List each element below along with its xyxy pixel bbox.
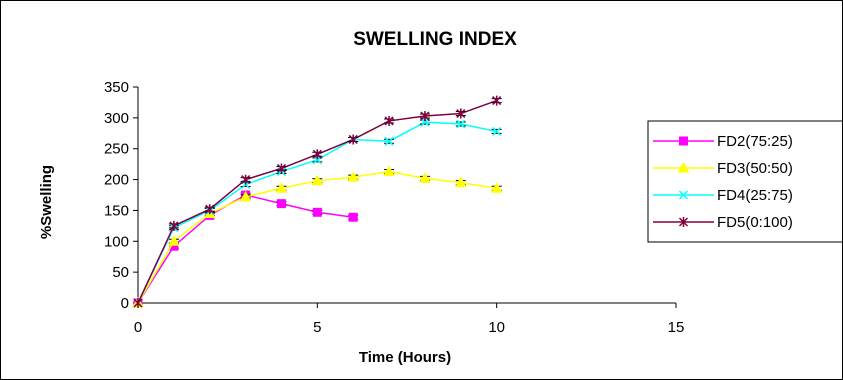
marker-shape xyxy=(420,111,430,122)
legend-entry: FD2(75:25) xyxy=(653,133,793,150)
legend-entry: FD4(25:75) xyxy=(653,187,793,204)
x-tick-label: 10 xyxy=(488,319,505,336)
marker-shape xyxy=(276,163,286,174)
series-line xyxy=(137,99,497,304)
series-FD2(75:25) xyxy=(133,190,359,308)
marker-shape xyxy=(133,298,143,308)
y-tick-label: 0 xyxy=(121,295,129,312)
data-point xyxy=(241,174,251,185)
y-tick-label: 200 xyxy=(104,172,129,189)
series-FD3(50:50) xyxy=(132,165,503,308)
marker-shape xyxy=(241,174,251,185)
data-point xyxy=(384,136,394,146)
marker-shape xyxy=(492,95,502,106)
legend-label: FD2(75:25) xyxy=(717,133,793,150)
legend-label: FD5(0:100) xyxy=(717,214,793,231)
marker-shape xyxy=(312,207,322,217)
x-tick-label: 5 xyxy=(313,319,321,336)
data-point xyxy=(205,204,215,215)
legend-marker xyxy=(679,136,688,146)
data-point xyxy=(169,220,179,231)
marker-shape xyxy=(677,161,690,173)
data-point xyxy=(168,235,180,246)
y-tick-label: 150 xyxy=(104,202,129,219)
y-tick-label: 50 xyxy=(112,264,129,281)
marker-shape xyxy=(383,165,395,177)
series-line xyxy=(137,170,497,304)
data-point xyxy=(456,108,466,119)
legend-marker xyxy=(677,161,690,173)
y-axis-label: %Swelling xyxy=(38,165,55,239)
legend: FD2(75:25) FD3(50:50) FD4(25:75) FD5(0:100) xyxy=(647,120,842,243)
marker-shape xyxy=(312,149,322,160)
x-tick-label: 15 xyxy=(668,319,685,336)
data-point xyxy=(276,163,286,174)
legend-entry: FD3(50:50) xyxy=(653,160,793,177)
marker-shape xyxy=(205,204,215,215)
data-point xyxy=(348,212,358,222)
marker-shape xyxy=(348,134,358,145)
data-point xyxy=(312,149,322,160)
marker-shape xyxy=(456,108,466,119)
data-point xyxy=(133,298,143,308)
marker-shape xyxy=(490,182,503,193)
data-point xyxy=(383,165,395,177)
data-point xyxy=(419,172,431,183)
legend-marker xyxy=(678,190,689,200)
legend-label: FD3(50:50) xyxy=(717,160,793,177)
data-point xyxy=(347,171,360,182)
marker-shape xyxy=(169,220,179,231)
plot-area: 0 50 100 150 200 250 300 350 0 5 10 15 xyxy=(104,79,684,336)
series-FD5(0:100) xyxy=(133,95,502,308)
y-tick-label: 100 xyxy=(104,233,129,250)
marker-shape xyxy=(276,199,286,209)
data-point xyxy=(492,95,502,106)
data-point xyxy=(454,176,467,188)
legend-entry: FD5(0:100) xyxy=(653,214,793,231)
data-point xyxy=(490,182,503,193)
marker-shape xyxy=(347,171,360,182)
data-point xyxy=(239,190,252,202)
marker-shape xyxy=(168,235,180,246)
chart-title: SWELLING INDEX xyxy=(353,29,517,50)
marker-shape xyxy=(384,136,394,146)
marker-shape xyxy=(454,176,467,188)
marker-shape xyxy=(456,119,466,129)
marker-shape xyxy=(678,190,689,200)
data-point xyxy=(384,115,394,126)
data-point xyxy=(312,207,322,217)
marker-shape xyxy=(275,182,288,193)
x-axis-label: Time (Hours) xyxy=(359,349,451,366)
x-tick-label: 0 xyxy=(134,319,142,336)
marker-shape xyxy=(492,126,502,136)
data-point xyxy=(420,111,430,122)
marker-shape xyxy=(678,217,689,227)
data-point xyxy=(311,174,324,186)
marker-shape xyxy=(384,115,394,126)
data-point xyxy=(492,126,502,136)
marker-shape xyxy=(679,136,688,146)
marker-shape xyxy=(419,172,431,183)
y-tick-label: 300 xyxy=(104,110,129,127)
data-point xyxy=(348,134,358,145)
marker-shape xyxy=(348,212,358,222)
data-point xyxy=(276,199,286,209)
data-point xyxy=(456,119,466,129)
marker-shape xyxy=(311,174,324,186)
legend-label: FD4(25:75) xyxy=(717,187,793,204)
y-tick-label: 350 xyxy=(104,79,129,96)
data-point xyxy=(275,182,288,193)
y-tick-label: 250 xyxy=(104,141,129,158)
legend-marker xyxy=(678,217,689,227)
marker-shape xyxy=(239,190,252,202)
